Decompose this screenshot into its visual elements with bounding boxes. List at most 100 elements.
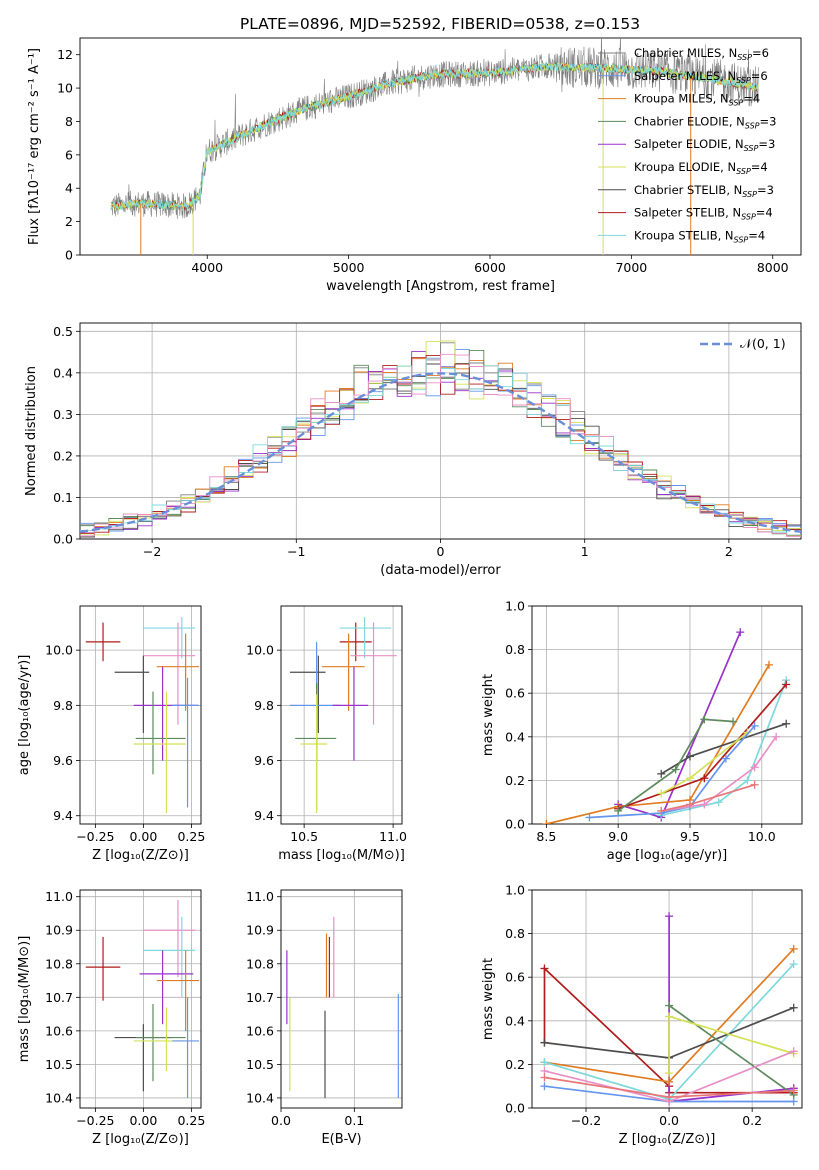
y-tick-label: 10.4 xyxy=(246,1090,274,1105)
y-tick-label: 4 xyxy=(65,181,73,196)
y-tick-label: 10.7 xyxy=(45,990,73,1005)
error-point xyxy=(143,916,196,998)
x-tick-label: 10.0 xyxy=(748,829,776,844)
y-tick-label: 10.5 xyxy=(246,1057,274,1072)
gaussian-curve xyxy=(80,372,801,533)
y-tick-label: 0.4 xyxy=(53,365,73,380)
x-tick-label: −1 xyxy=(287,544,305,559)
y-tick-label: 8 xyxy=(65,114,73,129)
y-tick-label: 0.4 xyxy=(505,729,525,744)
weight-line xyxy=(546,664,770,824)
x-tick-label: 8.5 xyxy=(536,829,556,844)
y-axis-label: mass weight xyxy=(481,958,496,1040)
y-tick-label: 0.1 xyxy=(53,490,73,505)
legend-label: Kroupa STELIB, NSSP=4 xyxy=(634,228,765,244)
y-tick-label: 0.0 xyxy=(53,532,73,547)
plot-area xyxy=(540,912,798,1106)
legend-label: Salpeter STELIB, NSSP=4 xyxy=(634,206,773,222)
x-axis-label: mass [log₁₀(M/M⊙)] xyxy=(278,848,405,863)
axes-frame xyxy=(280,889,403,1109)
y-tick-label: 9.4 xyxy=(254,808,274,823)
y-tick-label: 9.6 xyxy=(254,753,274,768)
y-tick-label: 0.0 xyxy=(505,817,525,832)
legend-label: Salpeter ELODIE, NSSP=3 xyxy=(634,137,775,153)
x-tick-label: 4000 xyxy=(191,260,223,275)
error-point xyxy=(172,997,200,1098)
error-point xyxy=(143,622,196,725)
panel-age_vs_mass: 10.5 11.0 9.4 9.6 9.8 10.0 mass [log₁₀(M/M⊙)] xyxy=(246,605,407,863)
y-tick-label: 1.0 xyxy=(505,599,525,614)
error-point xyxy=(143,900,196,978)
error-point xyxy=(300,694,328,813)
y-tick-label: 0.2 xyxy=(53,448,73,463)
model-line xyxy=(110,60,759,211)
axes-frame xyxy=(280,605,403,825)
y-tick-label: 0.3 xyxy=(53,407,73,422)
model-line xyxy=(110,61,759,212)
error-point xyxy=(114,655,150,733)
error-point xyxy=(172,677,200,808)
legend-label: Kroupa MILES, NSSP=4 xyxy=(634,92,760,108)
axes-frame xyxy=(531,605,803,825)
x-tick-label: −0.25 xyxy=(76,829,114,844)
y-tick-label: 0.8 xyxy=(505,926,525,941)
axes-frame xyxy=(79,605,202,825)
panel-weight_vs_age: 8.5 9.0 9.5 10.0 0.0 0.2 0.4 0.6 0.8 1.0 age [log₁… xyxy=(481,599,803,863)
x-tick-label: 1 xyxy=(581,544,589,559)
y-tick-label: 10.9 xyxy=(246,923,274,938)
x-axis-label: Z [log₁₀(Z/Z⊙)] xyxy=(92,1132,189,1147)
x-tick-label: 0.25 xyxy=(177,1113,205,1128)
y-tick-label: 12 xyxy=(57,47,73,62)
x-tick-label: 0.1 xyxy=(344,1113,364,1128)
y-tick-label: 0.2 xyxy=(505,773,525,788)
error-point xyxy=(339,622,372,662)
y-tick-label: 10.7 xyxy=(246,990,274,1005)
error-point xyxy=(133,691,186,813)
plot-area xyxy=(289,617,397,813)
y-axis-label: Normed distribution xyxy=(24,366,39,496)
y-tick-label: 10.9 xyxy=(45,923,73,938)
weight-line xyxy=(617,631,741,819)
x-tick-label: 7000 xyxy=(615,260,647,275)
x-tick-label: 0.00 xyxy=(129,829,157,844)
plot-area xyxy=(80,340,801,538)
x-tick-label: 11.0 xyxy=(379,829,407,844)
x-axis-label: Z [log₁₀(Z/Z⊙)] xyxy=(92,848,189,863)
legend-label: 𝒩(0, 1) xyxy=(740,336,786,351)
axes-frame xyxy=(79,889,202,1109)
x-axis-label: wavelength [Angstrom, rest frame] xyxy=(326,279,555,294)
error-point xyxy=(143,617,196,659)
legend: Chabrier MILES, NSSP=6 Salpeter MILES, NS… xyxy=(598,46,776,244)
x-tick-label: 9.5 xyxy=(680,829,700,844)
x-tick-label: 2 xyxy=(725,544,733,559)
error-point xyxy=(339,617,392,659)
legend-label: Salpeter MILES, NSSP=6 xyxy=(634,69,768,85)
panel-mass_vs_Z: −0.25 0.00 0.25 10.4 10.5 10.6 10.7 10.8 10.9 11.… xyxy=(17,889,205,1147)
figure-title: PLATE=0896, MJD=52592, FIBERID=0538, z=0… xyxy=(240,15,640,33)
panel-mass_vs_ebv: 0.0 0.1 10.4 10.5 10.6 10.7 10.8 10.9 11.0 E(B-V) xyxy=(246,889,403,1147)
plot-area xyxy=(85,617,200,813)
x-tick-label: −2 xyxy=(143,544,161,559)
x-tick-label: 0 xyxy=(437,544,445,559)
error-point xyxy=(135,691,186,775)
axes-frame xyxy=(79,37,802,256)
x-axis-label: (data-model)/error xyxy=(380,563,501,578)
legend-label: Chabrier MILES, NSSP=6 xyxy=(634,46,769,62)
y-tick-label: 10.8 xyxy=(45,956,73,971)
y-tick-label: 9.4 xyxy=(53,808,73,823)
x-tick-label: 0.25 xyxy=(177,829,205,844)
y-tick-label: 10.0 xyxy=(45,643,73,658)
panel-residuals: −2 −1 0 1 2 0.0 0.1 0.2 0.3 0.4 0.5 (data-model)/er… xyxy=(24,322,802,578)
y-tick-label: 10.6 xyxy=(45,1023,73,1038)
y-tick-label: 0.8 xyxy=(505,642,525,657)
error-point xyxy=(295,683,337,811)
error-point xyxy=(156,950,200,1031)
plot-area xyxy=(542,628,791,824)
weight-line xyxy=(661,736,777,812)
y-tick-label: 9.8 xyxy=(53,698,73,713)
y-tick-label: 0.0 xyxy=(505,1101,525,1116)
panel-age_vs_Z: −0.25 0.00 0.25 9.4 9.6 9.8 10.0 Z [log₁₀(Z/Z⊙)… xyxy=(17,605,205,863)
error-point xyxy=(85,622,121,662)
y-tick-label: 11.0 xyxy=(45,889,73,904)
y-tick-label: 10.0 xyxy=(246,643,274,658)
